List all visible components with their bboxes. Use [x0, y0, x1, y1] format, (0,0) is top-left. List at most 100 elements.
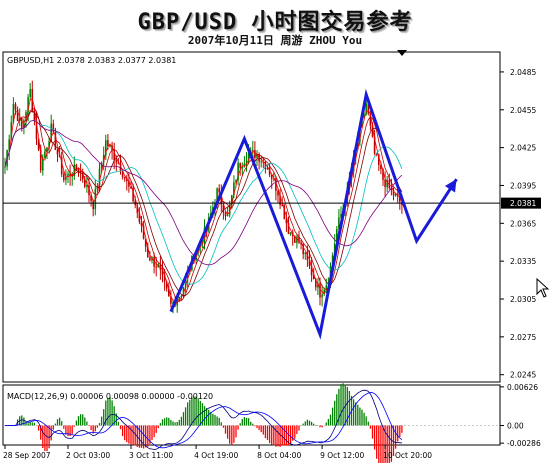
- candle-body: [235, 179, 237, 183]
- candle-body: [27, 97, 29, 113]
- candle-body: [14, 104, 17, 110]
- candle-body: [138, 212, 141, 222]
- candle-body: [100, 162, 103, 169]
- candle-body: [52, 123, 55, 132]
- candle-body: [325, 285, 328, 290]
- candle-body: [321, 294, 323, 298]
- candle-body: [75, 164, 78, 169]
- candle-body: [228, 204, 231, 215]
- guide-path-layer: [169, 88, 458, 340]
- macd-axis-label: -0.00286: [507, 439, 541, 448]
- candle-body: [380, 165, 382, 170]
- candle-body: [60, 157, 63, 175]
- candle-body: [4, 166, 6, 168]
- time-axis-label: 4 Oct 19:00: [194, 451, 238, 460]
- candle-body: [333, 243, 336, 256]
- price-axis-label: 2.0425: [510, 144, 536, 153]
- candle-body: [304, 252, 307, 255]
- candle-body: [264, 161, 267, 169]
- macd-axis-label: 0.00626: [507, 383, 538, 392]
- main-chart-frame: [2, 51, 501, 383]
- candle-body: [218, 188, 220, 193]
- candle-body: [289, 232, 292, 235]
- candle-body: [266, 168, 269, 170]
- macd-frame: [2, 384, 501, 446]
- candle-body: [241, 166, 244, 168]
- candle-body: [39, 149, 42, 171]
- candle-body: [222, 204, 225, 213]
- candle-body: [373, 136, 376, 154]
- candle-body: [90, 195, 92, 201]
- candle-body: [35, 121, 38, 140]
- candle-body: [279, 195, 281, 206]
- candle-body: [226, 214, 229, 216]
- candle-body: [56, 149, 59, 155]
- candle-body: [144, 238, 147, 248]
- candle-body: [323, 289, 325, 295]
- candle-body: [126, 178, 128, 181]
- candle-body: [243, 163, 246, 167]
- candle-body: [365, 103, 367, 114]
- candle-body: [270, 174, 273, 179]
- candle-body: [132, 188, 134, 201]
- candle-body: [149, 257, 151, 261]
- candle-body: [180, 295, 183, 297]
- candle-body: [319, 283, 321, 298]
- candle-body: [254, 150, 256, 158]
- candle-body: [294, 235, 296, 243]
- candle-body: [382, 169, 384, 180]
- candle-body: [44, 151, 46, 159]
- candle-body: [363, 113, 365, 119]
- moving-average-line: [4, 110, 403, 297]
- candle-body: [29, 89, 31, 98]
- candle-body: [10, 122, 13, 140]
- candle-body: [371, 125, 374, 137]
- candle-body: [21, 118, 23, 128]
- candle-body: [399, 196, 401, 202]
- candle-body: [155, 266, 157, 268]
- candle-body: [142, 225, 145, 239]
- candle-body: [300, 242, 302, 245]
- candle-body: [81, 171, 84, 180]
- page-title: GBP/USD 小时图交易参考: [137, 10, 413, 35]
- candle-body: [136, 205, 139, 213]
- price-axis-label: 2.0245: [510, 371, 536, 380]
- candle-body: [48, 141, 50, 148]
- candle-body: [336, 229, 338, 244]
- candle-body: [65, 176, 67, 181]
- candle-body: [8, 139, 10, 151]
- candle-body: [50, 123, 52, 142]
- candle-body: [119, 163, 122, 172]
- candle-body: [117, 162, 120, 164]
- price-axis-label: 2.0305: [510, 295, 536, 304]
- candle-body: [247, 153, 250, 162]
- moving-average-line: [4, 120, 403, 266]
- candle-body: [163, 274, 166, 282]
- candle-body: [23, 120, 25, 128]
- moving-average-line: [4, 107, 403, 302]
- candle-body: [25, 112, 27, 121]
- candle-body: [98, 168, 101, 187]
- candle-body: [331, 255, 334, 267]
- candle-body: [63, 174, 65, 181]
- time-axis-label: 8 Oct 04:00: [257, 451, 301, 460]
- current-price-tag: 2.0381: [501, 197, 541, 209]
- candle-body: [394, 193, 397, 196]
- candle-body: [285, 219, 288, 224]
- candle-body: [220, 192, 223, 205]
- candle-body: [310, 265, 313, 276]
- chart-shift-marker[interactable]: [397, 50, 407, 56]
- candle-body: [128, 180, 130, 187]
- candle-body: [315, 279, 317, 288]
- candle-body: [245, 161, 248, 164]
- candle-body: [338, 217, 340, 230]
- candle-body: [233, 182, 235, 195]
- arrow-cursor-icon: [536, 277, 550, 298]
- macd-axis-label: 0.00: [507, 421, 524, 430]
- time-axis-label: 9 Oct 12:00: [320, 451, 364, 460]
- page-subtitle: 2007年10月11日 周游 ZHOU You: [187, 34, 363, 47]
- guide-path-line: [169, 88, 458, 340]
- price-axis-label: 2.0395: [510, 181, 536, 190]
- candle-body: [102, 154, 105, 163]
